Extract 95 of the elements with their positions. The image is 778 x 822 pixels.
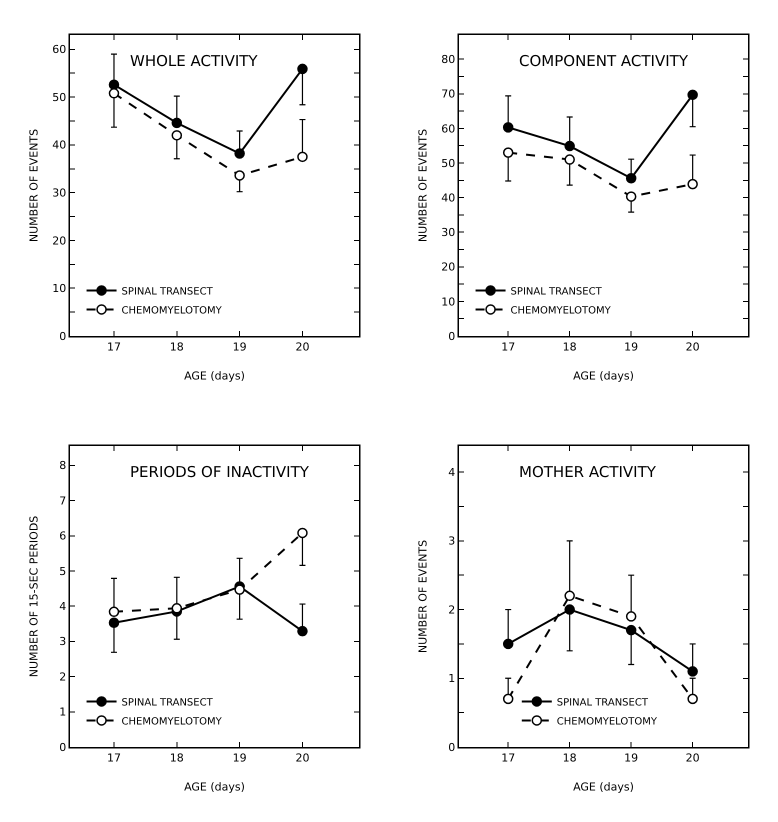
point — [502, 638, 514, 650]
y-tick-label: 1 — [59, 706, 66, 719]
y-tick-label: 30 — [52, 186, 66, 200]
point — [564, 140, 575, 152]
y-tick-label: 7 — [59, 494, 66, 508]
point — [687, 90, 698, 100]
y-tick-label: 60 — [441, 122, 456, 136]
point — [626, 172, 636, 184]
point — [564, 590, 575, 602]
y-tick-label: 2 — [448, 603, 456, 616]
x-tick-label: 18 — [562, 340, 577, 354]
x-tick-label: 17 — [501, 752, 516, 765]
x-tick-label: 20 — [686, 752, 700, 765]
x-axis-title: AGE (days) — [184, 780, 245, 794]
point — [297, 64, 308, 74]
y-tick-label: 0 — [59, 740, 66, 754]
y-tick-label: 10 — [52, 282, 66, 296]
legend-label: SPINAL TRANSECT — [122, 697, 214, 708]
y-tick-label: 20 — [52, 234, 66, 248]
y-tick-label: 0 — [448, 740, 456, 754]
text: WHOLE ACTIVITY — [130, 52, 258, 70]
y-tick-label: 1 — [448, 672, 456, 686]
y-tick-label: 0 — [59, 330, 66, 343]
point — [108, 88, 120, 99]
legend-label: CHEMOMYELOTOMY — [122, 305, 223, 316]
x-tick-label: 19 — [232, 340, 247, 354]
legend-label: CHEMOMYELOTOMY — [556, 716, 658, 728]
y-tick-label: 40 — [52, 138, 66, 152]
x-tick-label: 20 — [295, 752, 310, 765]
y-tick-label: 50 — [441, 156, 456, 170]
point — [502, 694, 514, 704]
point — [564, 604, 575, 615]
point — [234, 170, 245, 181]
y-axis-title: NUMBER OF EVENTS — [416, 540, 430, 654]
point — [502, 147, 514, 158]
y-tick-label: 60 — [52, 43, 66, 56]
legend-label: SPINAL TRANSECT — [556, 697, 649, 708]
y-tick-label: 30 — [441, 226, 456, 240]
x-tick-label: 19 — [624, 340, 638, 354]
x-axis-title: AGE (days) — [573, 780, 634, 794]
legend-label: SPINAL TRANSECT — [122, 286, 214, 298]
text: PERIODS OF INACTIVITY — [130, 463, 310, 481]
point — [564, 154, 575, 165]
x-tick-label: 17 — [106, 340, 121, 354]
point — [502, 122, 514, 133]
y-axis-title: NUMBER OF EVENTS — [28, 128, 40, 242]
point — [172, 118, 182, 128]
x-tick-label: 18 — [170, 340, 184, 354]
x-tick-label: 19 — [232, 752, 247, 765]
point — [297, 152, 308, 162]
point — [297, 528, 308, 538]
point — [687, 666, 698, 677]
point — [234, 584, 245, 595]
y-tick-label: 70 — [441, 88, 456, 101]
x-tick-label: 19 — [624, 752, 638, 765]
point — [626, 191, 636, 202]
x-axis-title: AGE (days) — [573, 370, 634, 382]
x-tick-label: 18 — [562, 752, 577, 765]
point — [626, 611, 636, 622]
text: MOTHER ACTIVITY — [519, 463, 657, 481]
point — [234, 148, 245, 159]
point — [108, 79, 120, 90]
y-axis-title: NUMBER OF EVENTS — [416, 128, 430, 242]
y-tick-label: 4 — [59, 600, 66, 614]
point — [172, 130, 182, 141]
x-tick-label: 17 — [106, 752, 121, 765]
y-tick-label: 3 — [448, 534, 456, 548]
x-axis-title: AGE (days) — [184, 370, 245, 382]
y-tick-label: 0 — [448, 330, 456, 343]
y-axis-title: NUMBER OF 15-SEC PERIODS — [28, 516, 40, 678]
point — [108, 606, 120, 618]
point — [626, 624, 636, 636]
x-tick-label: 20 — [295, 340, 310, 354]
point — [687, 694, 698, 704]
y-tick-label: 50 — [52, 90, 66, 104]
x-tick-label: 17 — [501, 340, 516, 354]
x-tick-label: 20 — [686, 340, 700, 354]
y-tick-label: 4 — [448, 466, 456, 479]
text: COMPONENT ACTIVITY — [519, 52, 689, 70]
y-tick-label: 5 — [59, 564, 66, 578]
y-tick-label: 40 — [441, 191, 456, 204]
y-tick-label: 6 — [59, 530, 66, 543]
legend-label: CHEMOMYELOTOMY — [122, 716, 223, 728]
point — [297, 626, 308, 636]
legend-label: CHEMOMYELOTOMY — [510, 305, 612, 316]
y-tick-label: 2 — [59, 670, 66, 684]
x-tick-label: 18 — [170, 752, 184, 765]
legend-label: SPINAL TRANSECT — [510, 286, 603, 298]
y-tick-label: 8 — [59, 459, 66, 472]
point — [108, 617, 120, 628]
point — [687, 178, 698, 190]
y-tick-label: 80 — [441, 53, 456, 66]
y-tick-label: 20 — [441, 260, 456, 274]
y-tick-label: 3 — [59, 635, 66, 648]
y-tick-label: 10 — [441, 295, 456, 308]
